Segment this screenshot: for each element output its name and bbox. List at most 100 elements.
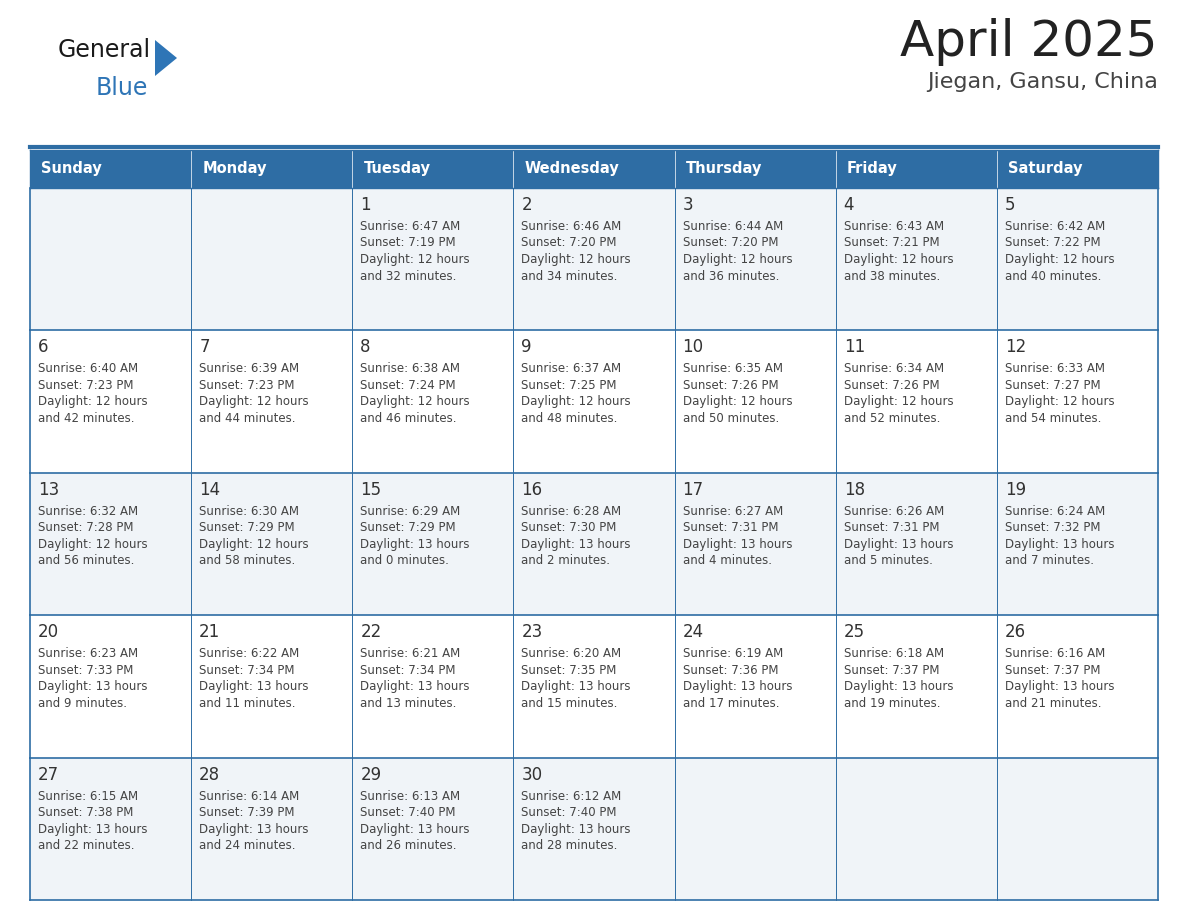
Text: Daylight: 12 hours: Daylight: 12 hours (360, 253, 470, 266)
Bar (835, 330, 997, 473)
Text: and 36 minutes.: and 36 minutes. (683, 270, 779, 283)
Text: 20: 20 (38, 623, 59, 641)
Text: and 44 minutes.: and 44 minutes. (200, 412, 296, 425)
Text: and 0 minutes.: and 0 minutes. (360, 554, 449, 567)
Text: 16: 16 (522, 481, 543, 498)
Text: 11: 11 (843, 339, 865, 356)
Bar (835, 188, 997, 330)
Bar (353, 188, 513, 330)
Text: Daylight: 12 hours: Daylight: 12 hours (843, 396, 953, 409)
Text: Daylight: 12 hours: Daylight: 12 hours (683, 396, 792, 409)
Polygon shape (154, 40, 177, 76)
Text: Sunrise: 6:30 AM: Sunrise: 6:30 AM (200, 505, 299, 518)
Text: Sunset: 7:20 PM: Sunset: 7:20 PM (522, 237, 617, 250)
Text: Sunrise: 6:44 AM: Sunrise: 6:44 AM (683, 220, 783, 233)
Text: Sunrise: 6:15 AM: Sunrise: 6:15 AM (38, 789, 138, 802)
Text: Daylight: 12 hours: Daylight: 12 hours (843, 253, 953, 266)
Text: Daylight: 12 hours: Daylight: 12 hours (360, 396, 470, 409)
Text: 10: 10 (683, 339, 703, 356)
Text: Sunset: 7:40 PM: Sunset: 7:40 PM (360, 806, 456, 819)
Text: and 5 minutes.: and 5 minutes. (843, 554, 933, 567)
Bar (191, 615, 353, 757)
Text: Daylight: 12 hours: Daylight: 12 hours (522, 396, 631, 409)
Bar (191, 330, 353, 473)
Text: Daylight: 12 hours: Daylight: 12 hours (683, 253, 792, 266)
Text: Daylight: 13 hours: Daylight: 13 hours (38, 680, 147, 693)
Text: Daylight: 13 hours: Daylight: 13 hours (200, 680, 309, 693)
Text: Sunrise: 6:34 AM: Sunrise: 6:34 AM (843, 363, 943, 375)
Bar (675, 615, 835, 757)
Text: and 24 minutes.: and 24 minutes. (200, 839, 296, 852)
Text: and 7 minutes.: and 7 minutes. (1005, 554, 1094, 567)
Text: and 48 minutes.: and 48 minutes. (522, 412, 618, 425)
Bar (513, 188, 675, 330)
Text: Daylight: 13 hours: Daylight: 13 hours (683, 680, 792, 693)
Text: and 15 minutes.: and 15 minutes. (522, 697, 618, 710)
Bar (997, 150, 1158, 188)
Text: Sunset: 7:34 PM: Sunset: 7:34 PM (200, 664, 295, 677)
Text: Sunrise: 6:29 AM: Sunrise: 6:29 AM (360, 505, 461, 518)
Bar (191, 473, 353, 615)
Bar (675, 188, 835, 330)
Text: Sunrise: 6:39 AM: Sunrise: 6:39 AM (200, 363, 299, 375)
Text: 3: 3 (683, 196, 693, 214)
Bar (30, 473, 191, 615)
Text: Sunset: 7:36 PM: Sunset: 7:36 PM (683, 664, 778, 677)
Text: Sunset: 7:31 PM: Sunset: 7:31 PM (683, 521, 778, 534)
Text: Sunset: 7:22 PM: Sunset: 7:22 PM (1005, 237, 1100, 250)
Text: Daylight: 12 hours: Daylight: 12 hours (38, 396, 147, 409)
Text: April 2025: April 2025 (901, 18, 1158, 66)
Text: and 46 minutes.: and 46 minutes. (360, 412, 456, 425)
Text: 9: 9 (522, 339, 532, 356)
Text: Sunrise: 6:14 AM: Sunrise: 6:14 AM (200, 789, 299, 802)
Text: and 40 minutes.: and 40 minutes. (1005, 270, 1101, 283)
Bar (675, 150, 835, 188)
Text: Sunrise: 6:33 AM: Sunrise: 6:33 AM (1005, 363, 1105, 375)
Text: and 2 minutes.: and 2 minutes. (522, 554, 611, 567)
Text: Sunset: 7:23 PM: Sunset: 7:23 PM (200, 379, 295, 392)
Text: Sunset: 7:39 PM: Sunset: 7:39 PM (200, 806, 295, 819)
Text: Sunset: 7:19 PM: Sunset: 7:19 PM (360, 237, 456, 250)
Text: Daylight: 12 hours: Daylight: 12 hours (1005, 396, 1114, 409)
Text: Sunrise: 6:18 AM: Sunrise: 6:18 AM (843, 647, 943, 660)
Bar (997, 188, 1158, 330)
Bar (30, 615, 191, 757)
Text: 18: 18 (843, 481, 865, 498)
Text: Sunrise: 6:37 AM: Sunrise: 6:37 AM (522, 363, 621, 375)
Text: and 58 minutes.: and 58 minutes. (200, 554, 296, 567)
Text: Sunrise: 6:32 AM: Sunrise: 6:32 AM (38, 505, 138, 518)
Text: and 26 minutes.: and 26 minutes. (360, 839, 456, 852)
Text: Thursday: Thursday (685, 162, 763, 176)
Text: Daylight: 13 hours: Daylight: 13 hours (843, 680, 953, 693)
Text: 15: 15 (360, 481, 381, 498)
Text: 24: 24 (683, 623, 703, 641)
Text: 1: 1 (360, 196, 371, 214)
Text: Sunrise: 6:16 AM: Sunrise: 6:16 AM (1005, 647, 1105, 660)
Text: Daylight: 13 hours: Daylight: 13 hours (843, 538, 953, 551)
Text: and 54 minutes.: and 54 minutes. (1005, 412, 1101, 425)
Text: Daylight: 13 hours: Daylight: 13 hours (360, 680, 469, 693)
Text: Sunrise: 6:28 AM: Sunrise: 6:28 AM (522, 505, 621, 518)
Bar (997, 330, 1158, 473)
Text: Sunrise: 6:19 AM: Sunrise: 6:19 AM (683, 647, 783, 660)
Bar (675, 330, 835, 473)
Text: Sunrise: 6:42 AM: Sunrise: 6:42 AM (1005, 220, 1105, 233)
Text: Sunrise: 6:46 AM: Sunrise: 6:46 AM (522, 220, 621, 233)
Text: and 50 minutes.: and 50 minutes. (683, 412, 779, 425)
Text: Daylight: 13 hours: Daylight: 13 hours (1005, 680, 1114, 693)
Text: Sunset: 7:40 PM: Sunset: 7:40 PM (522, 806, 617, 819)
Text: and 38 minutes.: and 38 minutes. (843, 270, 940, 283)
Text: and 13 minutes.: and 13 minutes. (360, 697, 456, 710)
Bar (997, 757, 1158, 900)
Text: 6: 6 (38, 339, 49, 356)
Text: Sunset: 7:29 PM: Sunset: 7:29 PM (200, 521, 295, 534)
Text: 26: 26 (1005, 623, 1026, 641)
Text: Sunset: 7:35 PM: Sunset: 7:35 PM (522, 664, 617, 677)
Text: 13: 13 (38, 481, 59, 498)
Text: Daylight: 12 hours: Daylight: 12 hours (522, 253, 631, 266)
Text: 7: 7 (200, 339, 209, 356)
Text: Sunset: 7:37 PM: Sunset: 7:37 PM (843, 664, 940, 677)
Text: Sunset: 7:31 PM: Sunset: 7:31 PM (843, 521, 940, 534)
Text: Sunrise: 6:12 AM: Sunrise: 6:12 AM (522, 789, 621, 802)
Text: Sunrise: 6:43 AM: Sunrise: 6:43 AM (843, 220, 943, 233)
